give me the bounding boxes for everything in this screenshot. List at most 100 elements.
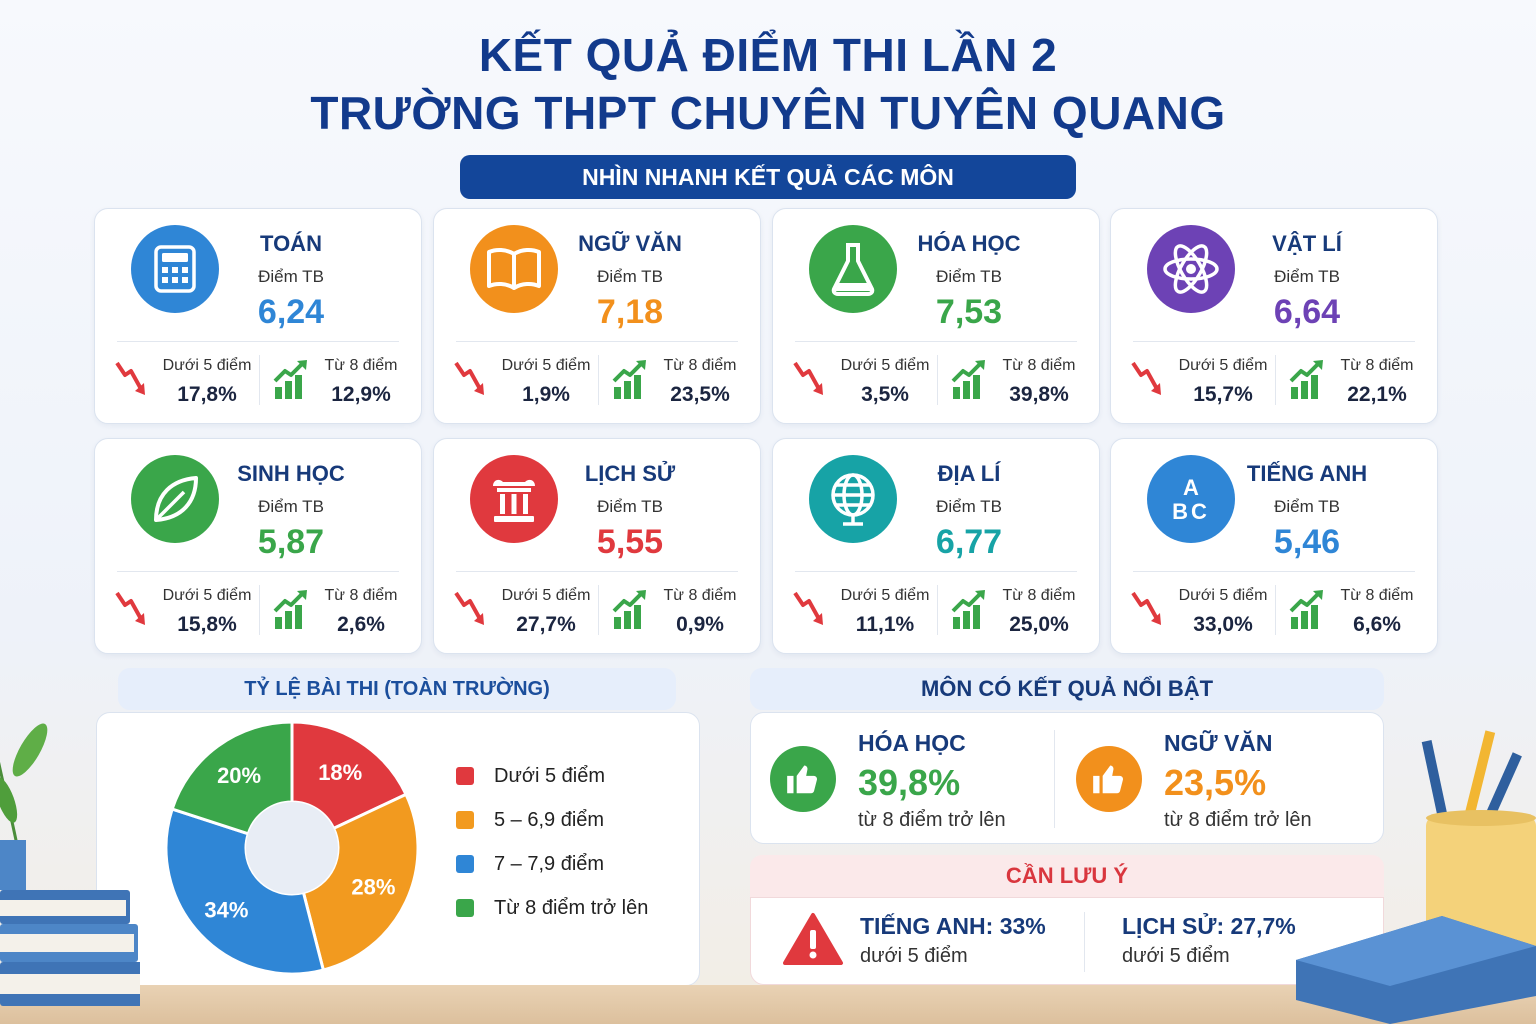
legend-swatch <box>456 855 474 873</box>
above-label: Từ 8 điểm <box>1002 587 1076 604</box>
trend-up-icon <box>951 589 987 636</box>
warning-name-2: LỊCH SỬ: 27,7% <box>1122 913 1296 939</box>
highlight-value-2: 23,5% <box>1164 762 1267 803</box>
below-label: Dưới 5 điểm <box>501 357 591 374</box>
subject-card: VẬT LÍ Điểm TB 6,64 Dưới 5 điểm 15,7% Từ 8 đi… <box>1110 208 1438 424</box>
below-value: 15,8% <box>177 613 237 636</box>
below-label: Dưới 5 điểm <box>162 357 252 374</box>
card-divider <box>456 341 738 342</box>
trend-down-icon <box>452 589 488 636</box>
trend-up-icon <box>273 359 309 406</box>
avg-score: 6,24 <box>257 293 325 331</box>
above-value: 12,9% <box>331 383 391 406</box>
avg-score: 7,18 <box>596 293 664 331</box>
column-icon <box>470 455 558 543</box>
subject-name: NGỮ VĂN <box>578 231 682 256</box>
section-ribbon: NHÌN NHANH KẾT QUẢ CÁC MÔN <box>460 155 1076 199</box>
avg-score: 7,53 <box>935 293 1003 331</box>
avg-label: Điểm TB <box>936 497 1002 516</box>
avg-label: Điểm TB <box>258 497 324 516</box>
trend-up-icon <box>612 589 648 636</box>
below-value: 3,5% <box>861 383 909 406</box>
abc-icon: A BC <box>1147 455 1235 543</box>
book-icon <box>470 225 558 313</box>
desk-surface <box>0 985 1536 1024</box>
warning-title: CẦN LƯU Ý <box>750 855 1384 897</box>
above-label: Từ 8 điểm <box>1340 587 1414 604</box>
atom-icon <box>1147 225 1235 313</box>
highlight-name-2: NGỮ VĂN <box>1164 730 1273 756</box>
below-value: 27,7% <box>516 613 576 636</box>
card-divider <box>1133 571 1415 572</box>
below-label: Dưới 5 điểm <box>162 587 252 604</box>
page-title-line1: KẾT QUẢ ĐIỂM THI LẦN 2 <box>478 29 1058 81</box>
avg-score: 6,64 <box>1273 293 1341 331</box>
above-value: 39,8% <box>1009 383 1069 406</box>
trend-up-icon <box>612 359 648 406</box>
card-divider <box>937 585 938 635</box>
avg-score: 5,46 <box>1273 523 1341 561</box>
below-label: Dưới 5 điểm <box>840 587 930 604</box>
below-value: 33,0% <box>1193 613 1253 636</box>
card-divider <box>117 571 399 572</box>
trend-up-icon <box>1289 359 1325 406</box>
globe-icon <box>809 455 897 543</box>
below-label: Dưới 5 điểm <box>840 357 930 374</box>
below-label: Dưới 5 điểm <box>501 587 591 604</box>
below-label: Dưới 5 điểm <box>1178 587 1268 604</box>
highlight-divider <box>1054 730 1055 828</box>
avg-label: Điểm TB <box>597 497 663 516</box>
legend-swatch <box>456 811 474 829</box>
legend-label: 7 – 7,9 điểm <box>494 853 605 875</box>
card-divider <box>1275 355 1276 405</box>
trend-down-icon <box>1129 589 1165 636</box>
avg-label: Điểm TB <box>597 267 663 286</box>
above-label: Từ 8 điểm <box>663 587 737 604</box>
below-value: 11,1% <box>855 613 915 636</box>
above-value: 2,6% <box>337 613 385 636</box>
books-plant-decoration <box>0 723 140 1006</box>
subject-card: ĐỊA LÍ Điểm TB 6,77 Dưới 5 điểm 11,1% Từ 8 đi… <box>772 438 1100 654</box>
below-label: Dưới 5 điểm <box>1178 357 1268 374</box>
card-divider <box>598 355 599 405</box>
trend-up-icon <box>273 589 309 636</box>
legend-swatch <box>456 767 474 785</box>
highlight-note-2: từ 8 điểm trở lên <box>1164 809 1312 831</box>
legend-swatch <box>456 899 474 917</box>
subject-name: VẬT LÍ <box>1272 231 1342 256</box>
highlight-name-1: HÓA HỌC <box>858 730 966 756</box>
above-value: 0,9% <box>676 613 724 636</box>
legend-label: Từ 8 điểm trở lên <box>494 897 649 919</box>
warning-note-2: dưới 5 điểm <box>1122 945 1230 967</box>
subject-card: SINH HỌC Điểm TB 5,87 Dưới 5 điểm 15,8% Từ 8 … <box>94 438 422 654</box>
below-value: 17,8% <box>177 383 237 406</box>
trend-down-icon <box>791 359 827 406</box>
legend-label: Dưới 5 điểm <box>494 765 605 787</box>
card-divider <box>259 355 260 405</box>
trend-down-icon <box>452 359 488 406</box>
subject-name: LỊCH SỬ <box>584 461 676 486</box>
card-divider <box>456 571 738 572</box>
card-divider <box>1275 585 1276 635</box>
card-divider <box>795 571 1077 572</box>
avg-label: Điểm TB <box>258 267 324 286</box>
card-divider <box>937 355 938 405</box>
svg-text:A: A <box>1183 475 1199 500</box>
avg-score: 5,87 <box>257 523 325 561</box>
warning-name-1: TIẾNG ANH: 33% <box>860 913 1046 939</box>
page-title-line2: TRƯỜNG THPT CHUYÊN TUYÊN QUANG <box>310 87 1226 139</box>
subject-name: HÓA HỌC <box>917 231 1021 256</box>
trend-down-icon <box>113 359 149 406</box>
above-label: Từ 8 điểm <box>1002 357 1076 374</box>
trend-up-icon <box>1289 589 1325 636</box>
flask-icon <box>809 225 897 313</box>
subject-name: ĐỊA LÍ <box>937 461 1001 486</box>
pie-title: TỶ LỆ BÀI THI (TOÀN TRƯỜNG) <box>118 668 676 710</box>
thumbs-up-icon <box>770 746 836 812</box>
highlight-note-1: từ 8 điểm trở lên <box>858 809 1006 831</box>
warning-panel <box>750 897 1384 985</box>
above-value: 6,6% <box>1353 613 1401 636</box>
card-divider <box>259 585 260 635</box>
above-label: Từ 8 điểm <box>1340 357 1414 374</box>
card-divider <box>1133 341 1415 342</box>
